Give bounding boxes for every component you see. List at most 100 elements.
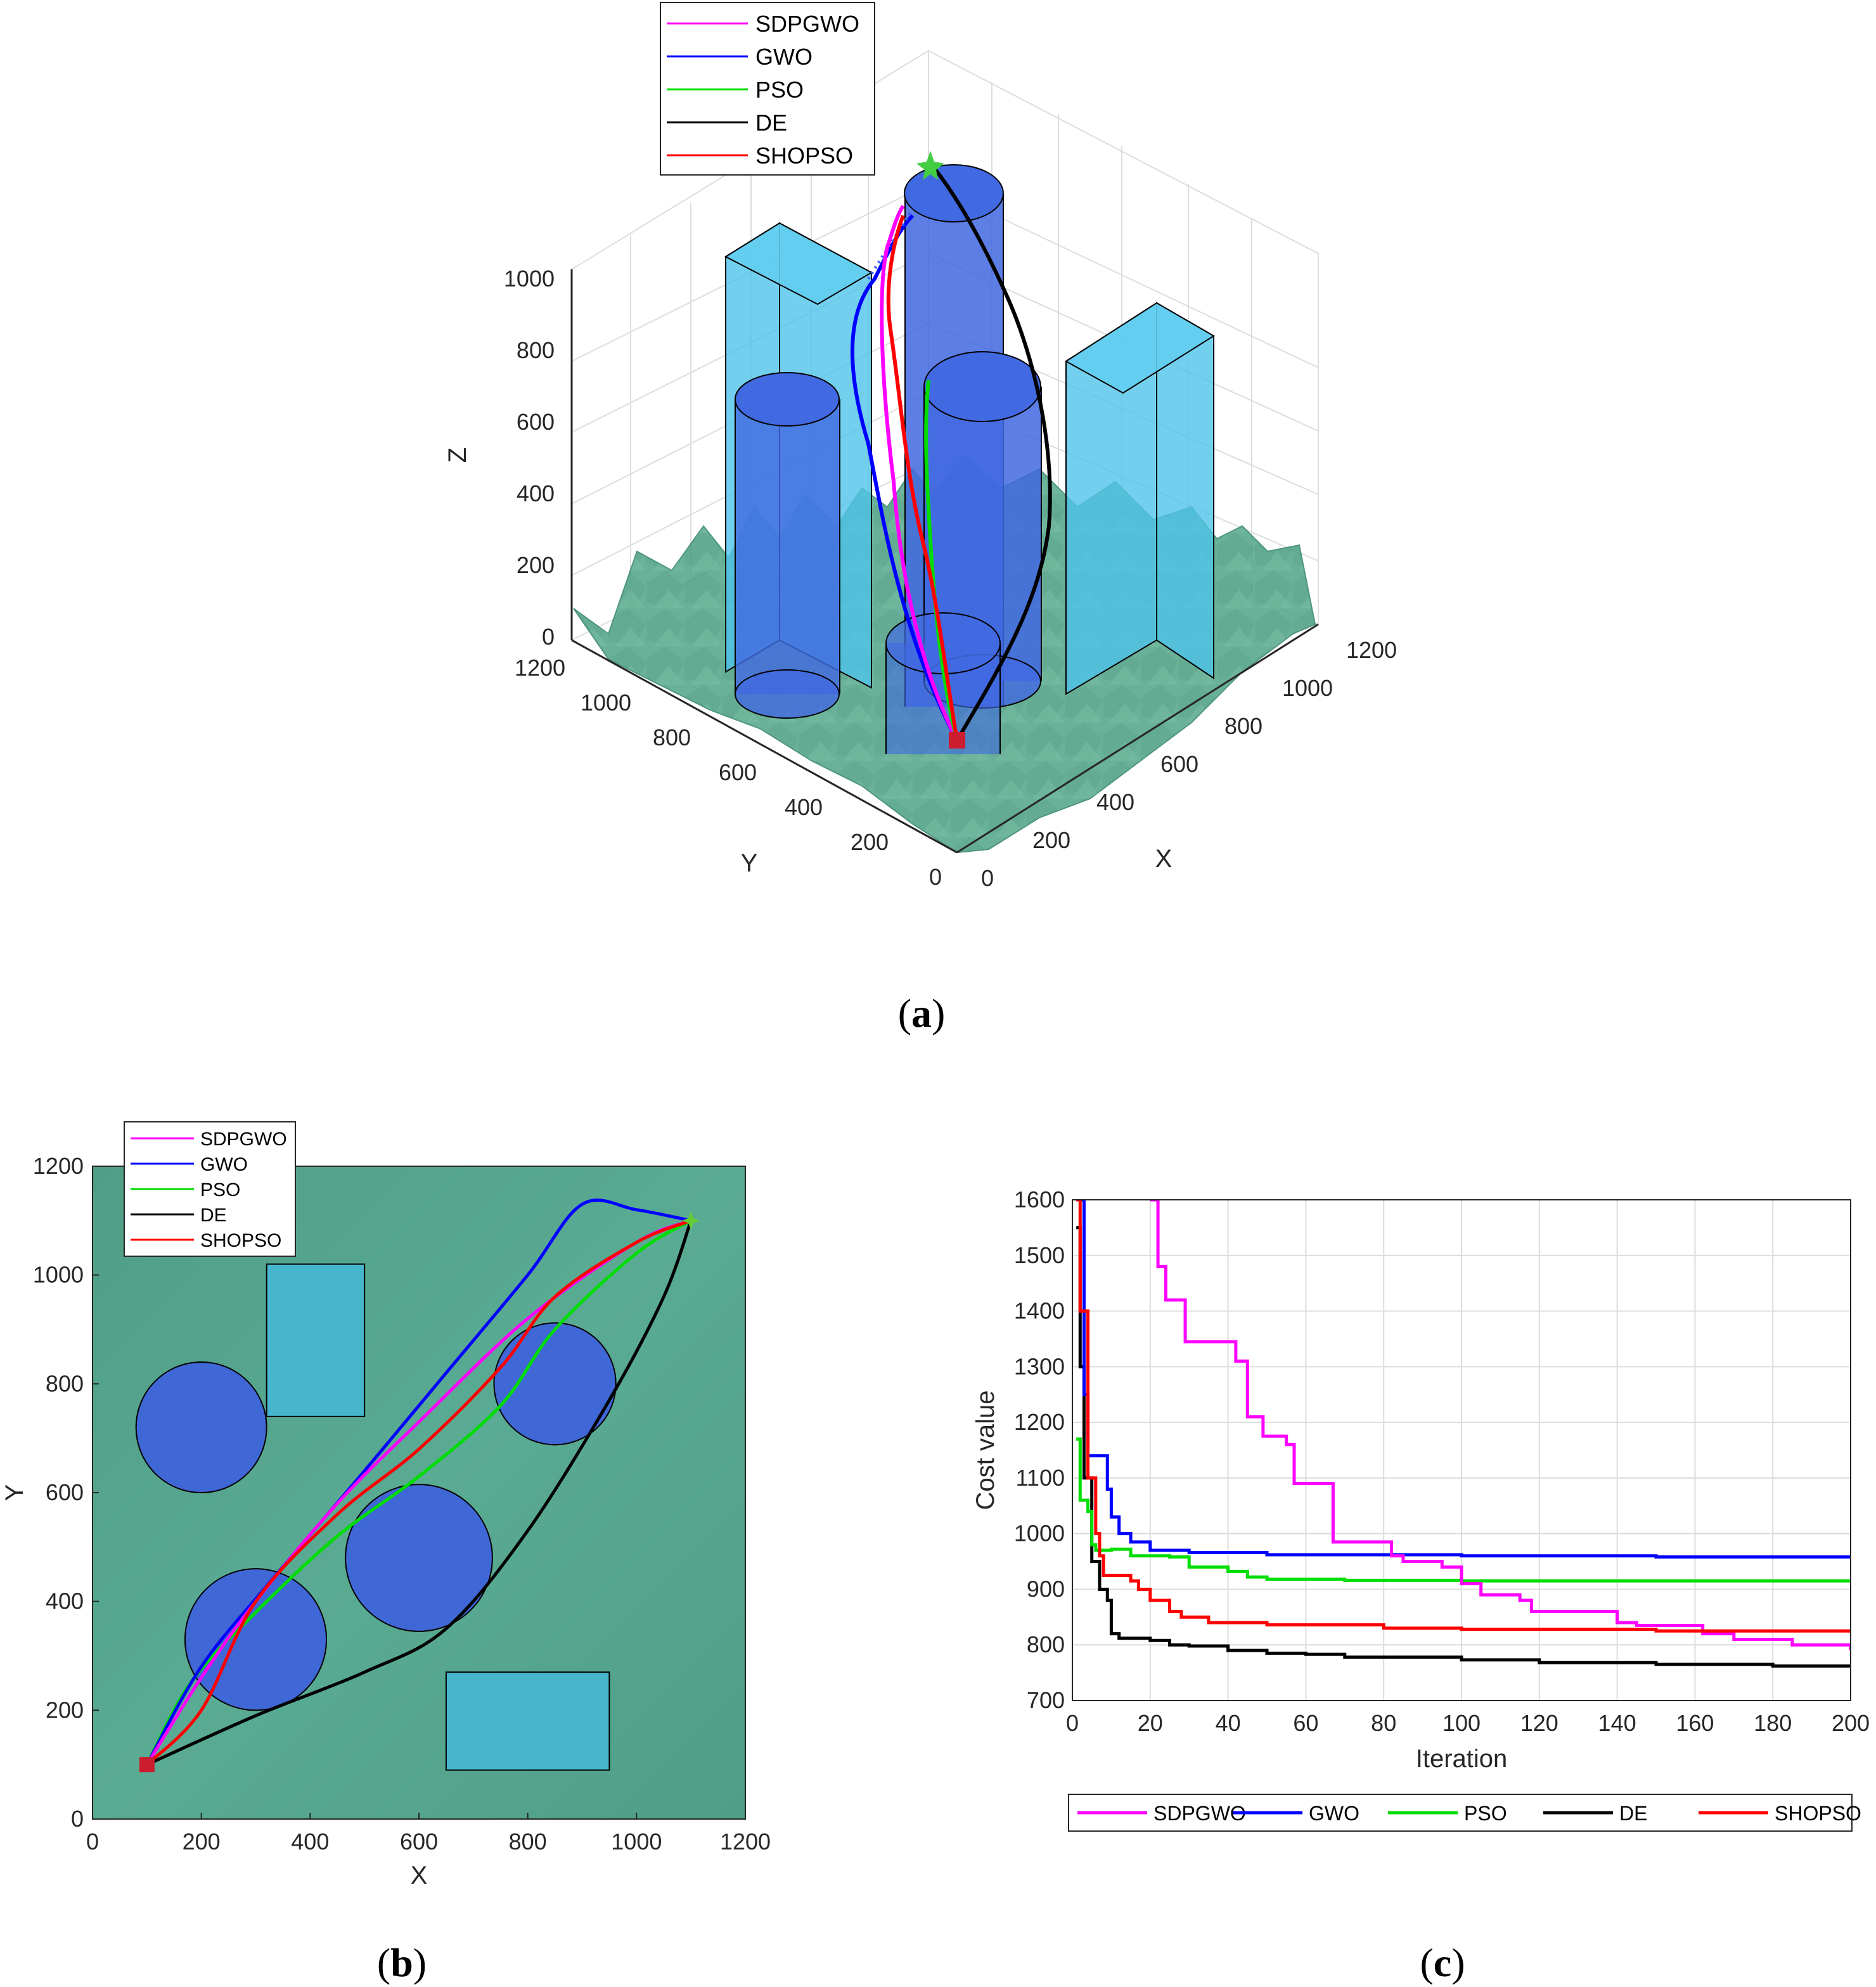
map-paths (145, 1199, 693, 1766)
3d-goal-marker (916, 151, 944, 180)
x-tick-label: 1000 (1282, 675, 1333, 701)
z-axis-ticks: 0 200 400 600 800 1000 (504, 266, 555, 650)
legend-a-label: GWO (755, 44, 813, 70)
panel-b-2d-map: 0 200 400 600 800 1000 1200 0 200 400 600 800 1000 1… (1, 1121, 771, 1985)
chart-x-tick-label: 180 (1754, 1710, 1792, 1736)
map-markers (139, 1211, 700, 1773)
map-obstacles (135, 1263, 617, 1771)
series-line-SDPGWO (1076, 1226, 1851, 1668)
legend-b-label: DE (200, 1205, 227, 1226)
legend-c-label: SDPGWO (1153, 1802, 1246, 1825)
chart-series (1076, 1200, 1851, 1668)
chart-y-label: Cost value (972, 1391, 999, 1510)
series-line-DE (1150, 1200, 1851, 1650)
map-path-PSO (145, 1219, 692, 1766)
y-tick-label: 200 (851, 829, 889, 855)
chart-y-tick-label: 900 (1027, 1576, 1065, 1602)
obstacle-cylinder-left (735, 372, 840, 719)
y-tick-label: 1000 (581, 690, 631, 716)
map-x-tick-label: 600 (400, 1829, 438, 1855)
map-path-SHOPSO (146, 1219, 692, 1766)
y-tick-label: 400 (785, 794, 823, 820)
x-tick-label: 600 (1160, 751, 1198, 777)
map-path-DE (146, 1219, 693, 1766)
z-tick-label: 400 (517, 480, 555, 506)
y-axis-label: Y (741, 849, 758, 877)
y-tick-label: 0 (929, 864, 942, 890)
map-x-tick-label: 200 (183, 1829, 221, 1855)
map-y-tick-label: 1000 (33, 1262, 84, 1288)
chart-x-tick-label: 200 (1832, 1710, 1870, 1736)
map-circle-obstacle (345, 1484, 493, 1632)
map-y-tick-label: 400 (46, 1588, 84, 1614)
chart-frame (1072, 1199, 1851, 1701)
map-y-tick-label: 200 (46, 1697, 84, 1723)
map-circle-obstacle (135, 1361, 267, 1493)
map-y-label: Y (1, 1484, 29, 1502)
caption-c: (c) (1420, 1940, 1465, 1985)
map-x-tick-label: 1200 (720, 1829, 771, 1855)
path3d-DE (930, 164, 1052, 742)
legend-c-label: SHOPSO (1775, 1802, 1861, 1825)
chart-x-tick-label: 140 (1598, 1710, 1636, 1736)
path3d-SDPGWO (880, 205, 959, 742)
chart-x-tick-label: 120 (1520, 1710, 1558, 1736)
chart-y-tick-label: 700 (1027, 1687, 1065, 1713)
y-tick-label: 1200 (515, 655, 565, 681)
legend-c-label: GWO (1309, 1802, 1359, 1825)
chart-x-tick-label: 100 (1442, 1710, 1481, 1736)
legend-c-label: DE (1619, 1802, 1647, 1825)
map-rect-obstacle (445, 1671, 610, 1771)
map-x-tick-label: 1000 (611, 1829, 662, 1855)
chart-y-tick-label: 1200 (1014, 1409, 1065, 1435)
chart-x-tick-label: 60 (1293, 1710, 1318, 1736)
x-tick-label: 0 (981, 865, 994, 891)
caption-b: (b) (377, 1940, 427, 1985)
obstacle-box-right (1065, 302, 1215, 695)
legend-a: SDPGWO GWO PSO DE SHOPSO (660, 2, 875, 176)
path3d-GWO-dots (866, 208, 915, 280)
x-tick-label: 400 (1096, 789, 1134, 815)
map-start-marker (139, 1757, 155, 1773)
chart-x-tick-label: 160 (1676, 1710, 1714, 1736)
chart-y-tick-label: 1300 (1014, 1353, 1065, 1379)
z-tick-label: 0 (542, 624, 555, 650)
map-x-ticks: 0 200 400 600 800 1000 1200 (86, 1813, 771, 1855)
z-axis-label: Z (444, 447, 472, 463)
map-y-ticks: 0 200 400 600 800 1000 1200 (33, 1153, 99, 1832)
x-axis-label: X (1155, 845, 1172, 873)
panel-c-convergence-chart: 0 20 40 60 80 100 120 140 160 180 200 700 800 900 100… (972, 1186, 1870, 1985)
obstacle-cylinder-front (885, 612, 1001, 754)
z-tick-label: 200 (517, 552, 555, 578)
series-line-SHOPSO (1076, 1200, 1851, 1633)
x-tick-label: 200 (1032, 827, 1070, 853)
chart-y-tick-label: 1000 (1014, 1521, 1065, 1547)
chart-x-ticks: 0 20 40 60 80 100 120 140 160 180 200 (1066, 1710, 1870, 1736)
map-y-tick-label: 0 (71, 1806, 84, 1832)
chart-x-tick-label: 20 (1138, 1710, 1163, 1736)
y-tick-label: 800 (653, 724, 691, 750)
map-y-tick-label: 600 (46, 1479, 84, 1505)
legend-b: SDPGWO GWO PSO DE SHOPSO (124, 1121, 296, 1257)
chart-x-label: Iteration (1416, 1745, 1508, 1773)
map-y-tick-label: 1200 (33, 1153, 84, 1179)
caption-a: (a) (898, 991, 946, 1036)
chart-x-tick-label: 40 (1216, 1710, 1241, 1736)
y-tick-label: 600 (719, 759, 757, 785)
chart-x-tick-label: 0 (1066, 1710, 1079, 1736)
map-circle-obstacle (184, 1568, 328, 1711)
map-circle-obstacle (493, 1322, 617, 1446)
legend-b-label: GWO (200, 1154, 248, 1175)
legend-a-label: PSO (755, 77, 804, 103)
map-x-tick-label: 400 (291, 1829, 329, 1855)
x-tick-label: 800 (1224, 713, 1262, 739)
x-tick-label: 1200 (1346, 637, 1397, 663)
chart-x-tick-label: 80 (1371, 1710, 1396, 1736)
path3d-PSO (924, 380, 959, 741)
z-tick-label: 600 (517, 409, 555, 435)
path3d-SHOPSO (886, 214, 959, 741)
legend-c: SDPGWO GWO PSO DE SHOPSO (1068, 1794, 1861, 1832)
chart-y-tick-label: 1600 (1014, 1186, 1065, 1212)
map-x-label: X (411, 1862, 428, 1889)
